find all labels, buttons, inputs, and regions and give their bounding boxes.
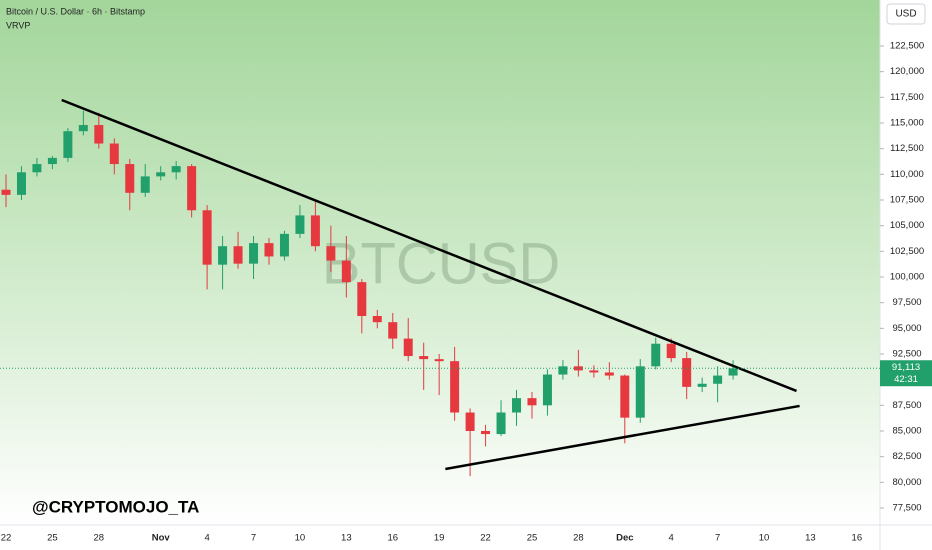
last-price-label: 91,113 [892, 362, 920, 373]
y-tick-label: 120,000 [890, 66, 924, 77]
x-tick-label: 4 [204, 533, 209, 544]
currency-label[interactable]: USD [895, 9, 916, 20]
indicator-label: VRVP [6, 20, 30, 30]
candle-body [620, 375, 630, 418]
x-tick-label: 4 [669, 533, 674, 544]
candle-body [218, 246, 228, 265]
candle-body [589, 370, 599, 373]
x-tick-label: 22 [1, 533, 12, 544]
candle-body [341, 260, 351, 283]
candle-body [450, 361, 460, 413]
plot-background [0, 0, 880, 525]
y-tick-label: 122,500 [890, 41, 924, 52]
candle-body [496, 412, 506, 435]
y-tick-label: 82,500 [892, 451, 921, 462]
candle-body [187, 166, 197, 211]
candle-body [16, 172, 26, 195]
candle-body [63, 131, 73, 158]
candle-body [697, 383, 707, 387]
trendline [61, 98, 797, 393]
candle-body [403, 338, 413, 357]
candle-body [1, 189, 11, 195]
candle-body [94, 125, 104, 144]
x-tick-label: 28 [94, 533, 105, 544]
x-tick-label: 16 [387, 533, 398, 544]
candle-body [109, 143, 119, 165]
last-price-box [880, 360, 932, 387]
candle-body [156, 172, 166, 177]
trendline [445, 404, 800, 471]
y-tick-label: 110,000 [890, 169, 924, 180]
x-tick-label: Nov [152, 533, 171, 544]
x-tick-label: 7 [715, 533, 720, 544]
author: @CRYPTOMOJO_TA [32, 497, 199, 516]
candle-body [481, 430, 491, 435]
candle-body [32, 164, 42, 173]
x-tick-label: 22 [480, 533, 491, 544]
candle-body [713, 375, 723, 384]
y-tick-label: 117,500 [890, 92, 924, 103]
y-tick-label: 107,500 [890, 195, 924, 206]
x-tick-label: 13 [805, 533, 816, 544]
candle-body [264, 243, 274, 257]
candle-body [372, 316, 382, 323]
candle-body [682, 358, 692, 387]
candle-body [125, 164, 135, 193]
y-tick-label: 97,500 [892, 297, 921, 308]
candle-body [527, 398, 537, 406]
y-tick-label: 105,000 [890, 220, 924, 231]
candle-body [310, 215, 320, 247]
candle-body [295, 215, 305, 234]
x-tick-label: 13 [341, 533, 352, 544]
y-tick-label: 112,500 [890, 143, 924, 154]
candle-body [558, 366, 568, 375]
candle-body [357, 282, 367, 317]
candle-body [78, 125, 88, 132]
x-tick-label: Dec [616, 533, 633, 544]
candle-body [279, 233, 289, 257]
candle-body [249, 243, 259, 264]
currency-button[interactable] [886, 3, 926, 25]
x-tick-label: 16 [852, 533, 863, 544]
countdown: 42:31 [894, 374, 918, 385]
candle-body [388, 322, 398, 339]
candle-body [434, 359, 444, 362]
candle-body [419, 356, 429, 360]
candle-body [635, 366, 645, 418]
candle-body [47, 157, 57, 165]
x-tick-label: 10 [759, 533, 770, 544]
y-tick-label: 80,000 [892, 477, 921, 488]
candle-body [604, 372, 614, 376]
candle-body [202, 210, 212, 265]
x-tick-label: 10 [295, 533, 306, 544]
y-tick-label: 100,000 [890, 272, 924, 283]
candle-body [573, 366, 583, 371]
candle-body [542, 374, 552, 406]
x-tick-label: 25 [527, 533, 538, 544]
y-tick-label: 77,500 [892, 503, 921, 514]
y-tick-label: 115,000 [890, 118, 924, 129]
x-tick-label: 19 [434, 533, 445, 544]
y-tick-label: 87,500 [892, 400, 921, 411]
y-tick-label: 102,500 [890, 246, 924, 257]
candle-body [171, 166, 181, 173]
x-tick-label: 28 [573, 533, 584, 544]
candle-body [651, 343, 661, 367]
candle-body [512, 398, 522, 413]
candle-body [326, 246, 336, 261]
price-axis [880, 0, 932, 550]
y-tick-label: 92,500 [892, 349, 921, 360]
chart-title: Bitcoin / U.S. Dollar · 6h · Bitstamp [6, 6, 145, 16]
x-tick-label: 25 [47, 533, 58, 544]
candle-body [140, 176, 150, 193]
candle-body [666, 343, 676, 359]
candle-body [233, 246, 243, 264]
candle-body [728, 368, 738, 376]
y-tick-label: 95,000 [892, 323, 921, 334]
x-tick-label: 7 [251, 533, 256, 544]
candle-body [465, 412, 475, 431]
y-tick-label: 85,000 [892, 426, 921, 437]
